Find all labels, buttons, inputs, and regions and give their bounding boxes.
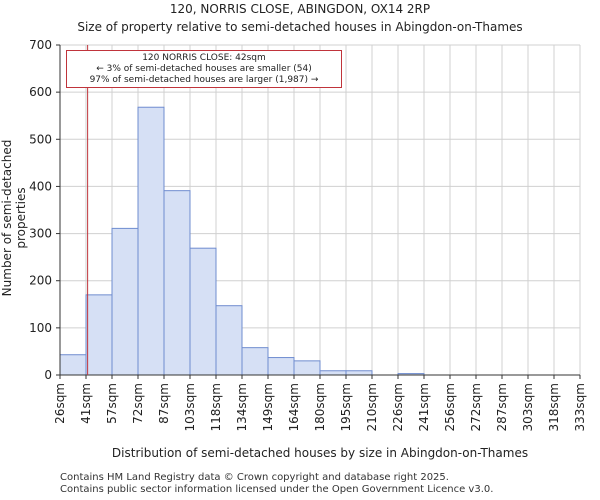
x-tick-label: 57sqm xyxy=(105,383,119,424)
x-tick-label: 103sqm xyxy=(183,383,197,431)
x-tick-label: 241sqm xyxy=(417,383,431,431)
x-tick-label: 318sqm xyxy=(547,383,561,431)
annotation-line-2: ← 3% of semi-detached houses are smaller… xyxy=(96,64,312,74)
x-tick-label: 272sqm xyxy=(469,383,483,431)
y-axis-label: Number of semi-detached properties xyxy=(0,139,28,297)
histogram-bar xyxy=(85,294,113,376)
y-tick-label: 200 xyxy=(29,274,52,288)
histogram-bar xyxy=(241,347,269,376)
x-tick-label: 256sqm xyxy=(443,383,457,431)
x-tick-label: 149sqm xyxy=(261,383,275,431)
annotation-line-1: 120 NORRIS CLOSE: 42sqm xyxy=(142,53,266,63)
histogram-bar xyxy=(59,354,87,376)
x-tick-label: 134sqm xyxy=(235,383,249,431)
y-tick-label: 600 xyxy=(29,85,52,99)
y-tick-label: 100 xyxy=(29,321,52,335)
y-tick-label: 0 xyxy=(44,368,52,382)
histogram-bar xyxy=(267,357,295,376)
x-tick-label: 87sqm xyxy=(157,383,171,424)
x-tick-label: 72sqm xyxy=(131,383,145,424)
x-tick-label: 226sqm xyxy=(391,383,405,431)
x-tick-label: 41sqm xyxy=(79,383,93,424)
histogram-bar xyxy=(293,360,321,376)
histogram-bar xyxy=(163,190,191,376)
histogram-bar xyxy=(111,227,139,376)
x-tick-label: 333sqm xyxy=(573,383,587,431)
histogram-bar xyxy=(215,305,243,376)
x-axis-label: Distribution of semi-detached houses by … xyxy=(111,446,529,460)
footer-licence: Contains public sector information licen… xyxy=(60,484,494,495)
annotation-line-3: 97% of semi-detached houses are larger (… xyxy=(89,75,319,85)
y-tick-label: 300 xyxy=(29,227,52,241)
x-tick-label: 195sqm xyxy=(339,383,353,431)
y-tick-label: 500 xyxy=(29,132,52,146)
y-tick-label: 400 xyxy=(29,179,52,193)
histogram-bar xyxy=(189,247,217,376)
x-tick-label: 26sqm xyxy=(53,383,67,424)
x-tick-label: 180sqm xyxy=(313,383,327,431)
x-tick-label: 118sqm xyxy=(209,383,223,431)
histogram-bar xyxy=(345,370,373,376)
x-tick-label: 210sqm xyxy=(365,383,379,431)
histogram-bar xyxy=(137,106,165,376)
histogram-bar xyxy=(319,370,347,376)
y-tick-label: 700 xyxy=(29,38,52,52)
x-tick-label: 303sqm xyxy=(521,383,535,431)
x-tick-label: 164sqm xyxy=(287,383,301,431)
footer-copyright: Contains HM Land Registry data © Crown c… xyxy=(60,472,449,483)
chart-title: Size of property relative to semi-detach… xyxy=(77,20,523,34)
x-tick-label: 287sqm xyxy=(495,383,509,431)
marker-annotation: 120 NORRIS CLOSE: 42sqm ← 3% of semi-det… xyxy=(66,50,342,88)
chart-title-address: 120, NORRIS CLOSE, ABINGDON, OX14 2RP xyxy=(169,2,431,16)
